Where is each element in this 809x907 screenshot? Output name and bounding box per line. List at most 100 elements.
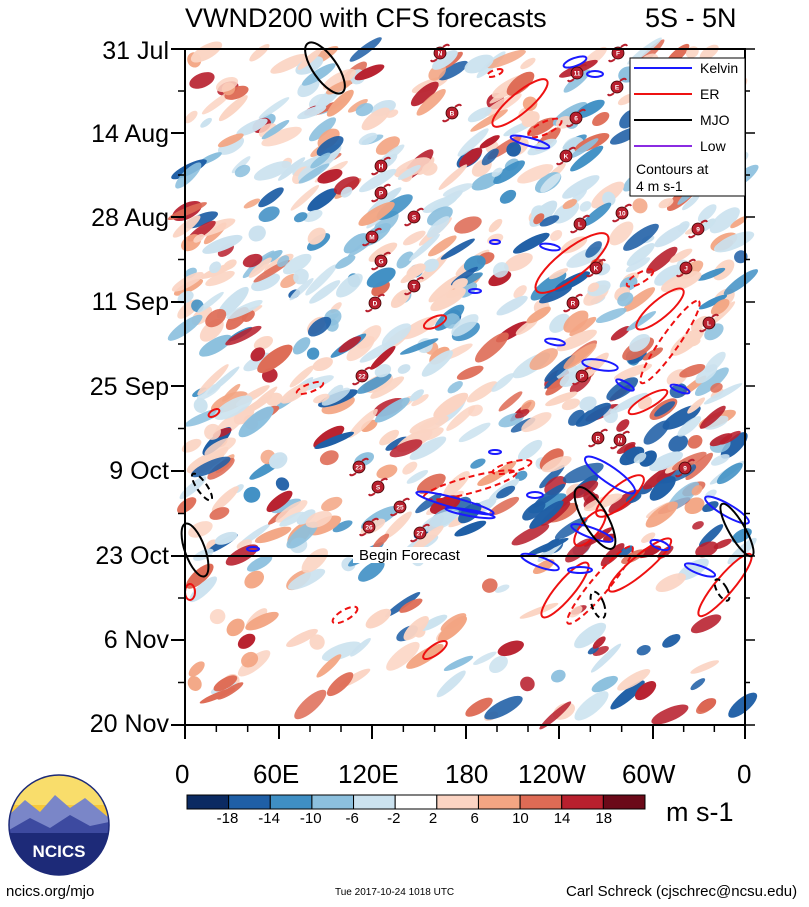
anomaly-blob xyxy=(296,509,316,525)
anomaly-blob xyxy=(447,381,463,394)
footer-site[interactable]: ncics.org/mjo xyxy=(6,883,95,900)
storm-label: N xyxy=(618,438,623,445)
anomaly-blob xyxy=(237,633,256,649)
storm-label: 25 xyxy=(396,505,404,512)
storm-label: 11 xyxy=(574,71,581,78)
anomaly-blob xyxy=(668,434,689,452)
anomaly-blob xyxy=(541,455,572,473)
kelvin-contour xyxy=(444,506,496,520)
er-contour xyxy=(331,605,359,625)
storm-label: R xyxy=(571,301,576,308)
storm-label: 10 xyxy=(618,211,626,218)
anomaly-blob xyxy=(321,496,343,512)
anomaly-blob xyxy=(545,391,578,407)
y-tick-label: 31 Jul xyxy=(102,37,169,65)
wave-contours xyxy=(180,41,755,661)
er-contour xyxy=(635,287,685,331)
anomaly-blob xyxy=(306,347,320,360)
storm-marker: S xyxy=(368,477,388,497)
anomaly-blob xyxy=(606,377,639,401)
anomaly-blob xyxy=(704,415,729,430)
anomaly-blob xyxy=(410,525,444,552)
storm-label: R xyxy=(596,436,601,443)
anomaly-blob xyxy=(563,343,597,370)
anomaly-blob xyxy=(277,255,290,267)
x-tick-label: 180 xyxy=(445,759,489,789)
anomaly-blob xyxy=(421,350,453,377)
anomaly-blob xyxy=(473,651,497,666)
storm-label: 22 xyxy=(358,374,366,381)
storm-label: 27 xyxy=(416,531,424,538)
anomaly-blob xyxy=(375,136,400,155)
kelvin-contour xyxy=(539,242,561,252)
anomaly-blob xyxy=(319,450,339,466)
footer-author: Carl Schreck (cjschrec@ncsu.edu) xyxy=(566,883,798,900)
storm-label: P xyxy=(379,191,384,198)
anomaly-blob xyxy=(421,162,438,176)
anomaly-blob xyxy=(649,476,676,501)
anomaly-blob xyxy=(590,643,622,673)
anomaly-blob xyxy=(293,212,308,223)
anomaly-blob xyxy=(189,72,215,89)
anomaly-blob xyxy=(529,500,564,529)
storm-marker: D xyxy=(365,293,385,313)
anomaly-blob xyxy=(250,347,266,362)
colorbar-swatch xyxy=(353,794,396,810)
anomaly-blob xyxy=(197,364,229,396)
storm-marker: P xyxy=(572,366,592,386)
anomaly-blob xyxy=(336,273,363,298)
anomaly-blob xyxy=(670,327,705,356)
anomaly-blob xyxy=(419,418,440,430)
anomaly-blob xyxy=(709,433,733,447)
anomaly-blob xyxy=(570,138,599,158)
legend-box xyxy=(629,57,746,197)
anomaly-blob xyxy=(308,117,337,142)
anomaly-blob xyxy=(464,54,494,74)
anomaly-blob xyxy=(201,91,232,115)
anomaly-blob xyxy=(506,142,522,157)
anomaly-blob xyxy=(526,306,551,324)
anomaly-blob xyxy=(569,316,597,337)
anomaly-blob xyxy=(333,176,360,195)
er-contour xyxy=(595,474,645,518)
colorbar-tick-label: 2 xyxy=(428,810,438,827)
anomaly-blob xyxy=(322,68,356,91)
anomaly-blob xyxy=(402,230,426,246)
anomaly-blob xyxy=(268,452,288,469)
legend-label: Kelvin xyxy=(700,60,738,76)
anomaly-blob xyxy=(379,429,400,446)
anomaly-blob xyxy=(710,454,730,466)
anomaly-blob xyxy=(358,132,378,146)
anomaly-blob xyxy=(410,81,439,107)
anomaly-blob xyxy=(633,452,647,464)
anomaly-blob xyxy=(243,486,261,503)
anomaly-blob xyxy=(286,521,318,549)
latitude-band: 5S - 5N xyxy=(645,3,737,33)
anomaly-blob xyxy=(474,332,509,363)
anomaly-blob xyxy=(550,669,566,683)
anomaly-blob xyxy=(710,382,723,393)
anomaly-blob xyxy=(416,473,446,494)
y-tick-label: 9 Oct xyxy=(109,457,169,485)
anomaly-blob xyxy=(305,510,332,528)
anomaly-blob xyxy=(499,189,517,204)
anomaly-blob xyxy=(199,687,236,704)
anomaly-blob xyxy=(521,111,540,128)
anomaly-blob xyxy=(579,396,597,411)
er-contour xyxy=(639,299,701,385)
colorbar-tick-label: 10 xyxy=(512,810,529,827)
anomaly-blob xyxy=(313,393,330,404)
colorbar-tick-label: -6 xyxy=(345,810,359,827)
anomaly-blob xyxy=(309,280,341,304)
anomaly-blob xyxy=(521,412,552,433)
anomaly-blob xyxy=(303,209,323,223)
storm-marker: 25 xyxy=(390,497,410,517)
anomaly-blob xyxy=(679,364,706,378)
x-tick-label: 0 xyxy=(737,759,752,789)
anomaly-blob xyxy=(409,389,424,402)
anomaly-blob xyxy=(440,238,475,260)
anomaly-blob xyxy=(677,221,690,232)
anomaly-blob xyxy=(422,195,458,213)
anomaly-blob xyxy=(209,261,222,274)
anomaly-blob xyxy=(204,423,221,440)
